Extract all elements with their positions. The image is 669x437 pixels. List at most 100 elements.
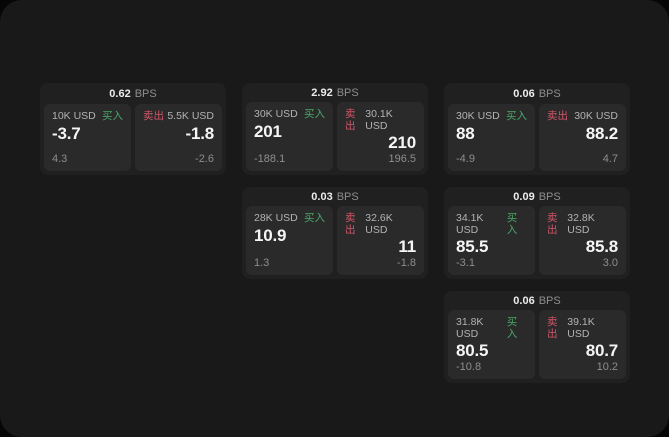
bps-unit-label: BPS [336, 86, 359, 99]
bps-value: 0.06 [513, 294, 535, 307]
buy-amount: 30K USD [456, 110, 500, 122]
sell-price: 80.7 [585, 341, 618, 361]
sell-panel-top: 卖出 30.1K USD [345, 108, 416, 132]
sell-tag: 卖出 [547, 212, 558, 236]
buy-tag: 买入 [102, 110, 123, 122]
sell-price: 210 [388, 133, 416, 153]
buy-panel[interactable]: 28K USD 买入 10.9 1.3 [246, 206, 333, 275]
sell-price: 85.8 [585, 237, 618, 257]
buy-panel-top: 30K USD 买入 [456, 110, 527, 123]
buy-sub-value: -3.1 [456, 256, 475, 269]
quote-card: 0.03 BPS 28K USD 买入 10.9 1.3 卖出 32.6K US… [242, 187, 428, 279]
buy-tag: 买入 [506, 212, 518, 236]
sell-panel[interactable]: 卖出 32.8K USD 85.8 3.0 [539, 206, 626, 275]
buy-sub-value: -4.9 [456, 152, 475, 165]
buy-price: 85.5 [456, 237, 489, 257]
sell-panel-top: 卖出 39.1K USD [547, 316, 618, 340]
sell-amount: 32.6K USD [365, 212, 393, 236]
buy-amount: 31.8K USD [456, 316, 484, 340]
bps-unit-label: BPS [538, 190, 561, 203]
sell-amount: 32.8K USD [567, 212, 595, 236]
sell-amount: 5.5K USD [167, 110, 214, 122]
bps-header: 2.92 BPS [242, 83, 428, 102]
quote-body: 28K USD 买入 10.9 1.3 卖出 32.6K USD 11 -1.8 [242, 206, 428, 279]
sell-panel[interactable]: 卖出 30.1K USD 210 196.5 [337, 102, 424, 171]
bps-header: 0.06 BPS [444, 83, 630, 104]
bps-unit-label: BPS [336, 190, 359, 203]
sell-tag: 卖出 [547, 110, 568, 122]
buy-sub-value: 1.3 [254, 256, 270, 269]
buy-panel-top: 31.8K USD 买入 [456, 316, 527, 340]
buy-panel-top: 10K USD 买入 [52, 110, 123, 123]
sell-panel[interactable]: 卖出 5.5K USD -1.8 -2.6 [135, 104, 222, 171]
bps-value: 0.03 [311, 190, 333, 203]
buy-price: -3.7 [52, 123, 81, 143]
quote-body: 10K USD 买入 -3.7 4.3 卖出 5.5K USD -1.8 -2.… [40, 104, 226, 175]
sell-price: 11 [398, 237, 416, 257]
buy-panel-top: 28K USD 买入 [254, 213, 325, 225]
sell-amount: 30K USD [574, 110, 618, 122]
buy-sub-value: -188.1 [254, 152, 286, 165]
sell-amount: 39.1K USD [567, 316, 595, 340]
quote-body: 30K USD 买入 88 -4.9 卖出 30K USD 88.2 4.7 [444, 104, 630, 175]
quote-body: 31.8K USD 买入 80.5 -10.8 卖出 39.1K USD 80.… [444, 310, 630, 383]
quote-body: 30K USD 买入 201 -188.1 卖出 30.1K USD 210 1… [242, 102, 428, 175]
sell-sub-value: -2.6 [195, 152, 214, 165]
sell-tag: 卖出 [143, 110, 164, 122]
buy-price: 201 [254, 121, 282, 141]
buy-tag: 买入 [304, 108, 325, 121]
bps-header: 0.03 BPS [242, 187, 428, 206]
buy-panel[interactable]: 30K USD 买入 201 -188.1 [246, 102, 333, 171]
buy-tag: 买入 [506, 316, 518, 340]
sell-panel-top: 卖出 5.5K USD [143, 110, 214, 123]
bps-value: 0.06 [513, 87, 535, 100]
sell-sub-value: 4.7 [602, 152, 618, 165]
buy-amount: 28K USD [254, 212, 298, 225]
buy-price: 80.5 [456, 341, 489, 361]
sell-panel[interactable]: 卖出 32.6K USD 11 -1.8 [337, 206, 424, 275]
sell-panel-top: 卖出 32.8K USD [547, 212, 618, 236]
buy-amount: 10K USD [52, 110, 96, 122]
bps-header: 0.62 BPS [40, 83, 226, 104]
buy-sub-value: 4.3 [52, 152, 68, 165]
sell-panel[interactable]: 卖出 30K USD 88.2 4.7 [539, 104, 626, 171]
bps-unit-label: BPS [538, 87, 561, 100]
buy-panel-top: 34.1K USD 买入 [456, 212, 527, 236]
buy-amount: 30K USD [254, 108, 298, 121]
sell-sub-value: -1.8 [397, 256, 416, 269]
buy-tag: 买入 [506, 110, 527, 122]
sell-amount: 30.1K USD [365, 108, 393, 132]
buy-panel[interactable]: 30K USD 买入 88 -4.9 [448, 104, 535, 171]
sell-price: -1.8 [185, 123, 215, 143]
buy-panel-top: 30K USD 买入 [254, 109, 325, 121]
quote-card: 0.06 BPS 30K USD 买入 88 -4.9 卖出 30K USD 8… [444, 83, 630, 175]
sell-tag: 卖出 [345, 108, 356, 132]
buy-price: 10.9 [254, 225, 287, 245]
bps-value: 2.92 [311, 86, 333, 99]
buy-panel[interactable]: 31.8K USD 买入 80.5 -10.8 [448, 310, 535, 379]
buy-panel[interactable]: 10K USD 买入 -3.7 4.3 [44, 104, 131, 171]
quote-card: 0.62 BPS 10K USD 买入 -3.7 4.3 卖出 5.5K USD… [40, 83, 226, 175]
buy-sub-value: -10.8 [456, 360, 482, 373]
quote-card: 0.06 BPS 31.8K USD 买入 80.5 -10.8 卖出 39.1… [444, 291, 630, 383]
sell-tag: 卖出 [547, 316, 558, 340]
sell-price: 88.2 [585, 123, 618, 143]
bps-header: 0.09 BPS [444, 187, 630, 206]
buy-amount: 34.1K USD [456, 212, 484, 236]
bps-unit-label: BPS [538, 294, 561, 307]
bps-value: 0.09 [513, 190, 535, 203]
sell-sub-value: 10.2 [596, 360, 618, 373]
sell-panel-top: 卖出 30K USD [547, 110, 618, 123]
buy-price: 88 [456, 123, 475, 143]
bps-header: 0.06 BPS [444, 291, 630, 310]
quote-body: 34.1K USD 买入 85.5 -3.1 卖出 32.8K USD 85.8… [444, 206, 630, 279]
sell-panel-top: 卖出 32.6K USD [345, 212, 416, 236]
sell-sub-value: 3.0 [602, 256, 618, 269]
buy-panel[interactable]: 34.1K USD 买入 85.5 -3.1 [448, 206, 535, 275]
bps-value: 0.62 [109, 87, 131, 100]
quote-card: 0.09 BPS 34.1K USD 买入 85.5 -3.1 卖出 32.8K… [444, 187, 630, 279]
buy-tag: 买入 [304, 212, 325, 225]
sell-panel[interactable]: 卖出 39.1K USD 80.7 10.2 [539, 310, 626, 379]
sell-tag: 卖出 [345, 212, 356, 236]
